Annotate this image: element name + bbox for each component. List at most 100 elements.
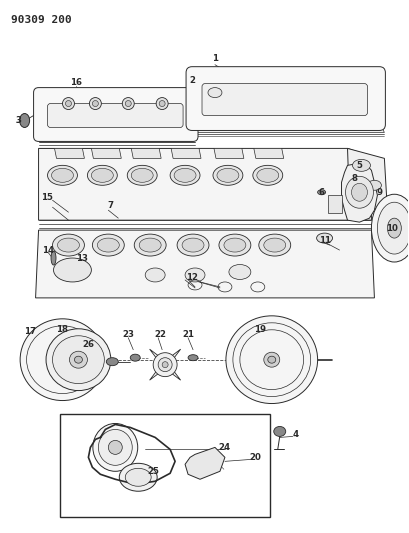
Ellipse shape: [58, 238, 79, 252]
Ellipse shape: [92, 234, 124, 256]
Polygon shape: [91, 148, 121, 158]
Ellipse shape: [229, 264, 251, 279]
Bar: [328, 195, 342, 213]
Text: 18: 18: [56, 325, 68, 334]
Ellipse shape: [90, 98, 101, 110]
Ellipse shape: [145, 268, 165, 282]
Text: 2: 2: [189, 76, 195, 85]
Polygon shape: [150, 349, 163, 362]
Text: 8: 8: [351, 174, 357, 183]
Polygon shape: [171, 148, 201, 158]
Ellipse shape: [318, 190, 326, 195]
Ellipse shape: [264, 352, 280, 367]
Ellipse shape: [131, 168, 153, 182]
Ellipse shape: [170, 165, 200, 185]
Text: 13: 13: [76, 254, 88, 263]
Ellipse shape: [387, 218, 401, 238]
FancyBboxPatch shape: [186, 67, 385, 131]
Text: 90309 200: 90309 200: [11, 15, 72, 25]
Ellipse shape: [51, 251, 56, 265]
Text: 14: 14: [43, 246, 54, 255]
Ellipse shape: [367, 180, 382, 190]
Ellipse shape: [52, 336, 104, 384]
Text: 12: 12: [186, 273, 198, 282]
Ellipse shape: [47, 165, 77, 185]
Ellipse shape: [378, 202, 409, 254]
Text: 4: 4: [292, 430, 299, 439]
Ellipse shape: [20, 114, 29, 127]
Ellipse shape: [122, 98, 134, 110]
Ellipse shape: [226, 316, 318, 403]
Ellipse shape: [208, 87, 222, 98]
Text: 1: 1: [212, 54, 218, 63]
Ellipse shape: [119, 463, 157, 491]
Polygon shape: [38, 148, 371, 220]
Polygon shape: [214, 148, 244, 158]
Text: 21: 21: [182, 330, 194, 340]
Polygon shape: [192, 126, 384, 133]
Ellipse shape: [259, 234, 291, 256]
Bar: [61, 415, 270, 517]
Text: 15: 15: [40, 193, 52, 201]
Ellipse shape: [52, 168, 74, 182]
Text: 10: 10: [387, 224, 398, 232]
Ellipse shape: [371, 194, 409, 262]
Ellipse shape: [153, 353, 177, 377]
Ellipse shape: [177, 234, 209, 256]
Polygon shape: [342, 163, 378, 222]
Ellipse shape: [346, 176, 373, 208]
Ellipse shape: [54, 258, 91, 282]
Ellipse shape: [253, 165, 283, 185]
Text: 19: 19: [254, 325, 266, 334]
Ellipse shape: [274, 426, 286, 437]
Ellipse shape: [182, 238, 204, 252]
Ellipse shape: [88, 165, 117, 185]
Text: 22: 22: [154, 330, 166, 340]
Polygon shape: [185, 447, 225, 479]
Ellipse shape: [134, 234, 166, 256]
Ellipse shape: [20, 319, 105, 400]
Text: 23: 23: [122, 330, 134, 340]
Text: 16: 16: [70, 78, 83, 87]
Ellipse shape: [130, 354, 140, 361]
Ellipse shape: [264, 238, 286, 252]
Ellipse shape: [127, 165, 157, 185]
Ellipse shape: [97, 238, 119, 252]
Ellipse shape: [139, 238, 161, 252]
Ellipse shape: [317, 233, 333, 243]
Ellipse shape: [125, 101, 131, 107]
Ellipse shape: [98, 430, 132, 465]
Text: 26: 26: [82, 340, 94, 349]
Polygon shape: [150, 367, 163, 380]
Polygon shape: [167, 349, 181, 362]
Ellipse shape: [106, 358, 118, 366]
Ellipse shape: [213, 165, 243, 185]
Ellipse shape: [108, 440, 122, 454]
Text: 9: 9: [376, 188, 382, 197]
Text: 20: 20: [249, 453, 261, 462]
Text: 7: 7: [107, 201, 113, 209]
Ellipse shape: [74, 356, 83, 363]
Ellipse shape: [70, 351, 88, 368]
Ellipse shape: [156, 98, 168, 110]
FancyBboxPatch shape: [47, 103, 183, 127]
Polygon shape: [348, 148, 387, 210]
Ellipse shape: [52, 234, 84, 256]
Ellipse shape: [257, 168, 279, 182]
Text: 25: 25: [147, 467, 159, 476]
Ellipse shape: [185, 268, 205, 282]
Text: 17: 17: [25, 327, 37, 336]
Text: 11: 11: [319, 236, 330, 245]
Ellipse shape: [93, 423, 138, 471]
Ellipse shape: [125, 469, 151, 486]
Ellipse shape: [268, 356, 276, 363]
FancyBboxPatch shape: [202, 84, 367, 116]
Ellipse shape: [351, 183, 367, 201]
Ellipse shape: [174, 168, 196, 182]
Text: 5: 5: [357, 161, 362, 170]
Ellipse shape: [158, 358, 172, 372]
Ellipse shape: [46, 329, 111, 391]
Polygon shape: [254, 148, 284, 158]
Ellipse shape: [217, 168, 239, 182]
Ellipse shape: [188, 354, 198, 361]
